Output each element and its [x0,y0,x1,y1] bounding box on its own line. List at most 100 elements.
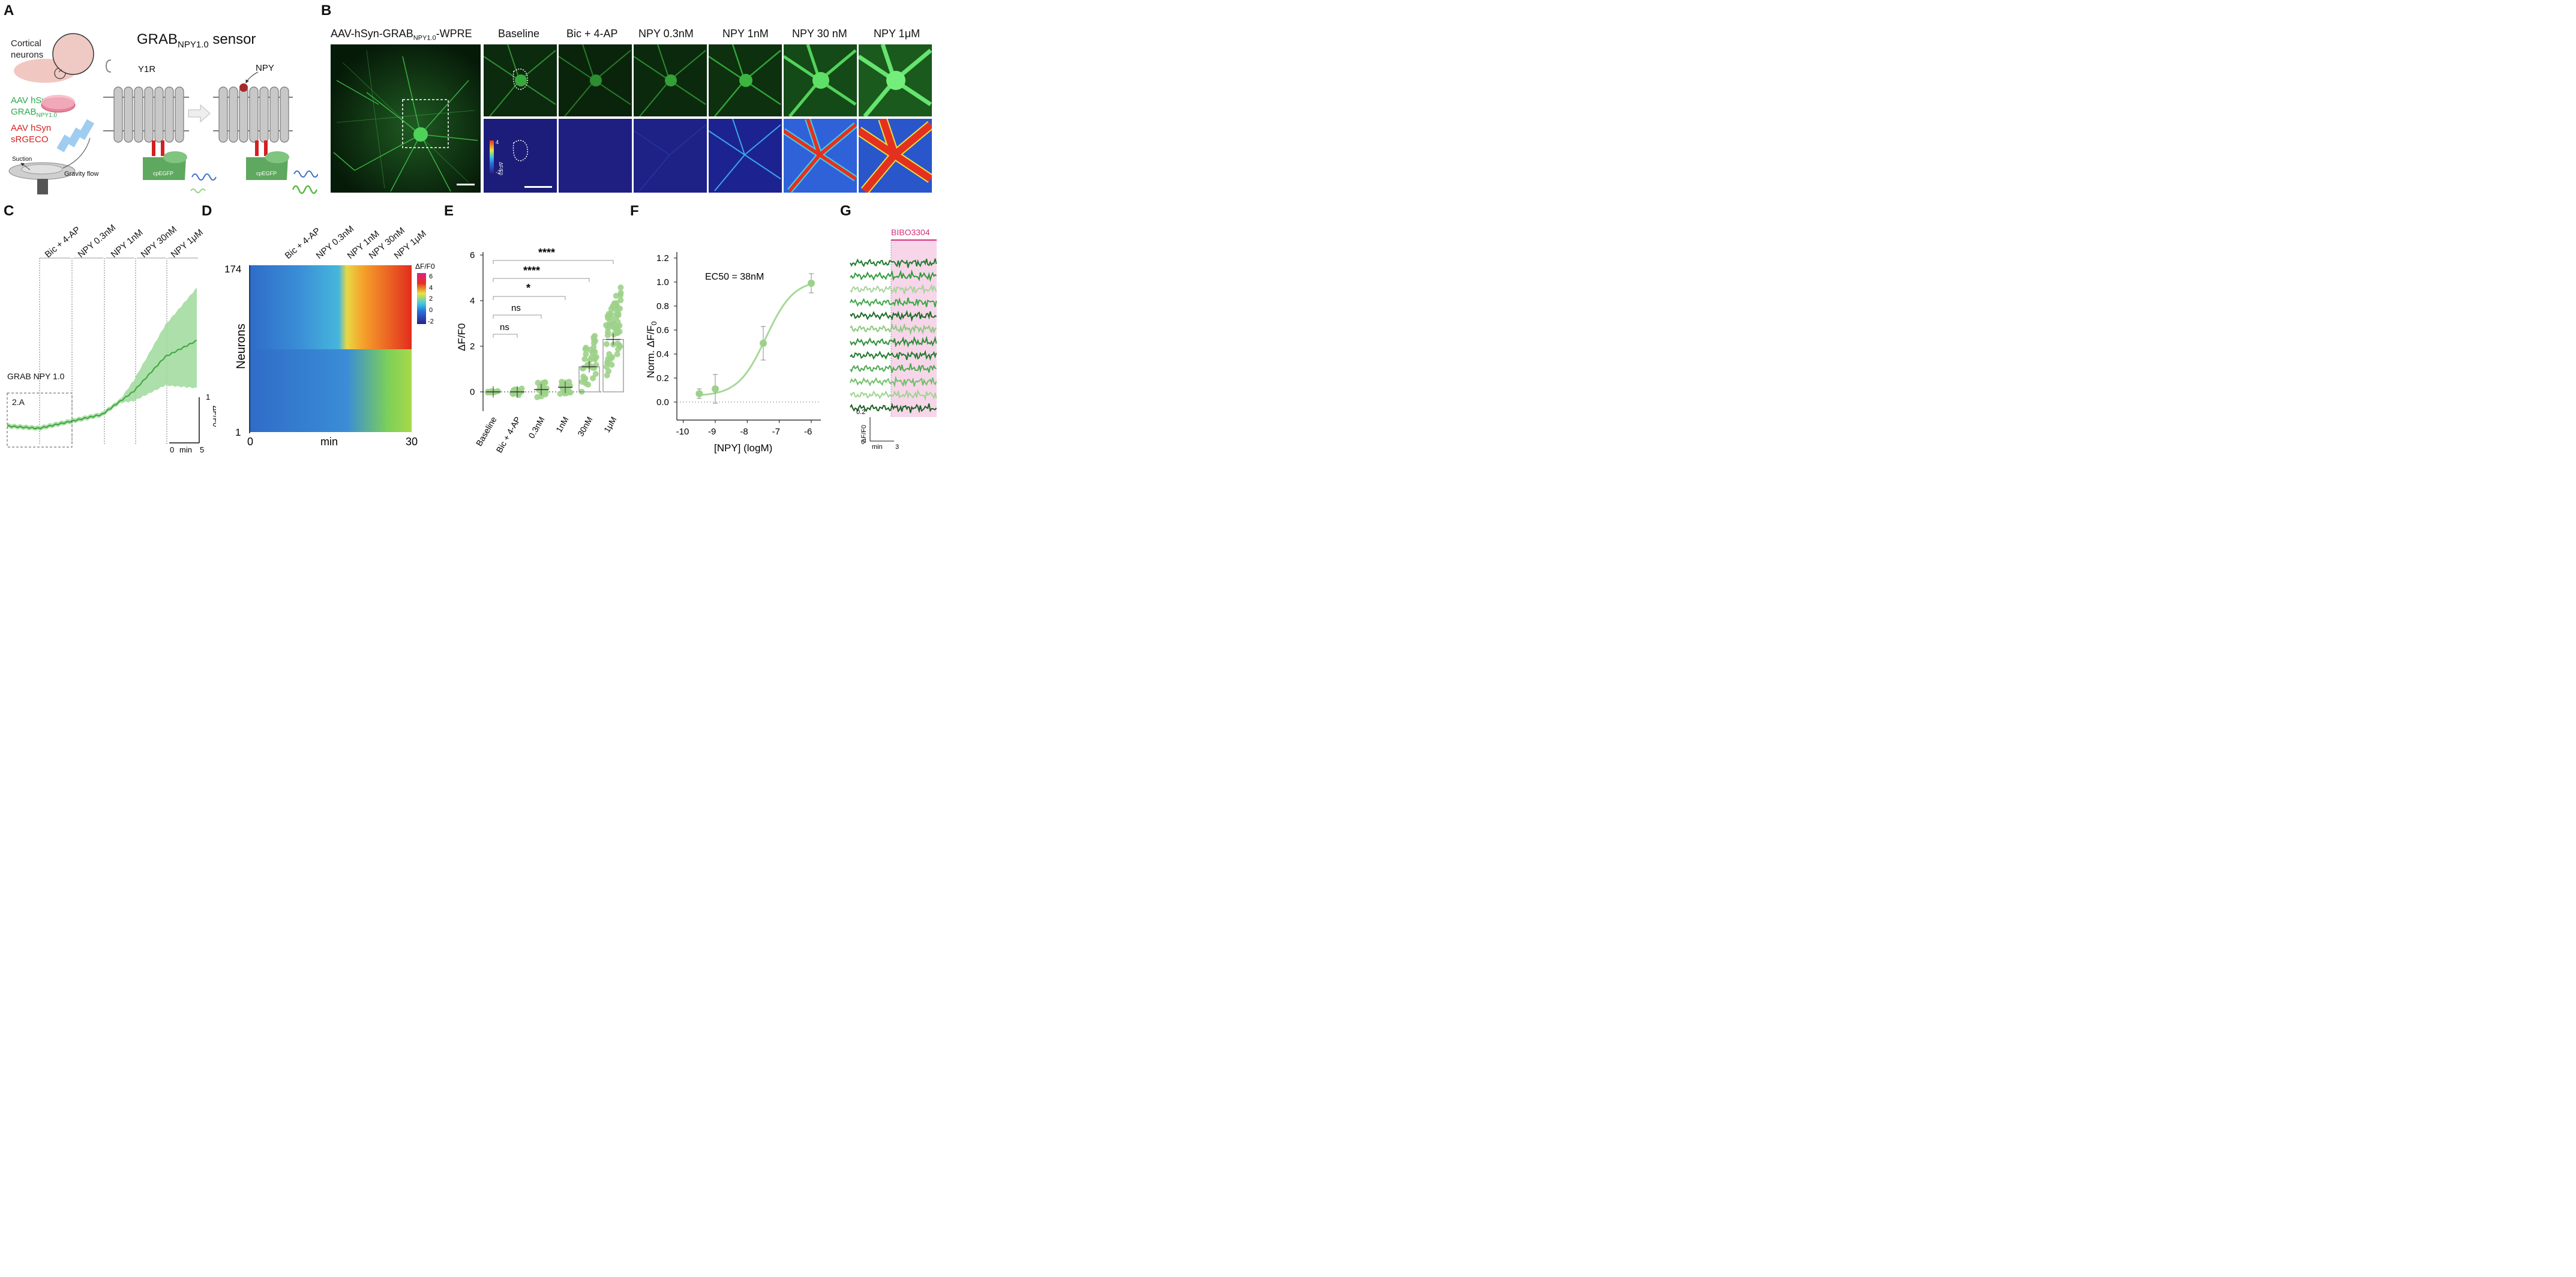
d-cbar-tick-1: 4 [429,284,433,292]
e-dot [613,314,620,320]
condition-title-3: NPY 1nM [722,28,769,40]
e-dot [605,325,611,331]
f-point-3 [808,280,815,287]
e-dot [583,344,589,351]
cpegfp-label-2: cpEGFP [256,170,277,176]
e-cat-5: 1μM [602,415,619,434]
e-dot [510,387,517,394]
e-dot [614,351,620,358]
condition-title-5: NPY 1μM [874,28,920,40]
f-ytick-label-3: 0.6 [656,325,669,335]
virus-title: AAV-hSyn-GRABNPY1.0-WPRE [331,28,472,42]
g-scale-ylabel: ΔF/F0 [860,425,868,443]
cbar-min: -2 [496,169,500,175]
e-dot [604,313,611,319]
e-ytick-label-0: 6 [470,250,475,260]
e-dot [581,356,588,362]
e-dot [590,375,596,382]
f-ec50: EC50 = 38nM [705,272,764,282]
c-scale-x1: 5 [200,445,204,454]
tile-colorbar [490,140,494,173]
e-dot [617,343,623,350]
panel-label-d: D [202,203,212,219]
npy-ligand-icon [239,83,248,92]
e-dot [604,332,611,338]
panel-label-e: E [444,203,454,219]
cbar-label: ΔF/F0 [498,162,503,175]
g-scale-xlabel: min [872,443,883,451]
g-trace-11 [850,402,937,413]
e-cat-0: Baseline [474,415,499,448]
tile-green-baseline [484,44,557,116]
f-xtick-label-1: -9 [708,427,716,437]
c-cond-0: Bic + 4-AP [43,224,83,260]
cbar-max: 4 [496,139,499,145]
f-ytick-label-5: 0.2 [656,373,669,383]
arrow-icon [188,104,211,123]
brain-magnifier-icon [52,33,94,75]
d-cbar-tick-2: 2 [429,295,433,302]
e-dot [583,351,589,358]
sensor-schematic: Suction Gravity flow cpEGFP Y1R [8,33,318,194]
aav-rgeco-line1: AAV hSyn [11,123,52,133]
g-trace-7 [850,349,937,361]
panel-g-traces: BIBO3304 0.2 ΔF/F0 0 min 3 [850,227,937,451]
e-dot [592,332,598,339]
condition-title-0: Baseline [498,28,540,40]
tile-green-npy03 [634,44,707,116]
e-dot [617,290,624,296]
e-sig-2: * [526,282,530,294]
g-trace-0 [850,258,937,269]
e-dot [488,388,495,394]
c-zoom-box [7,392,73,448]
e-dot [610,320,617,327]
e-dot [603,341,610,347]
panel-label-b: B [321,2,332,19]
cpegfp-label-1: cpEGFP [153,170,173,176]
neurons-label: neurons [11,50,44,60]
aav-grab-line2: GRAB [11,107,37,117]
e-dot [617,284,624,291]
g-trace-5 [850,322,937,335]
c-scale-y-label: ΔF/F0 [211,406,216,427]
scale-bar [457,184,475,185]
f-ytick-label-1: 1.0 [656,277,669,287]
condition-title-2: NPY 0.3nM [638,28,694,40]
d-xlabel: min [320,436,338,448]
aav-grab-sub: NPY1.0 [36,112,57,119]
d-heatmap-top [250,265,412,349]
aav-grab-line1: AAV hSyn [11,95,52,106]
overview-micrograph [331,44,481,193]
f-point-1 [712,385,719,392]
aav-rgeco-line2: sRGECO [11,134,49,145]
d-ytop: 174 [224,263,241,275]
tile-heat-npy1um [859,119,932,193]
g-scale-x0: 0 [861,439,865,446]
receptor-active [213,86,293,143]
g-drug-label: BIBO3304 [891,227,930,237]
g-trace-8 [850,363,937,373]
d-x1: 30 [406,436,418,448]
e-dot [590,348,597,355]
d-ybot: 1 [235,427,241,438]
e-sig-4: **** [538,247,555,259]
panel-b: AAV-hSyn-GRABNPY1.0-WPRE Baseline Bic + … [329,24,941,199]
e-cat-3: 1nM [554,415,570,434]
f-ytick-label-4: 0.4 [656,349,669,359]
e-dot [604,359,611,365]
panel-label-c: C [4,203,14,219]
c-scale-xlabel: min [179,445,192,454]
e-cat-1: Bic + 4-AP [494,415,522,455]
e-dot [592,356,598,362]
excitation-wave-icon [191,173,217,181]
e-dot [604,372,610,379]
d-heatmap-bottom [250,349,412,432]
e-dot [592,337,599,344]
emission-wave-icon [190,188,206,193]
d-cbar-tick-0: 6 [429,273,433,280]
tile-green-npy30 [784,44,857,116]
e-sig-3: **** [523,265,540,277]
condition-title-1: Bic + 4-AP [566,28,618,40]
tile-heat-npy1 [709,119,782,193]
panel-d-heatmap: Bic + 4-AP NPY 0.3nM NPY 1nM NPY 30nM NP… [224,224,435,448]
